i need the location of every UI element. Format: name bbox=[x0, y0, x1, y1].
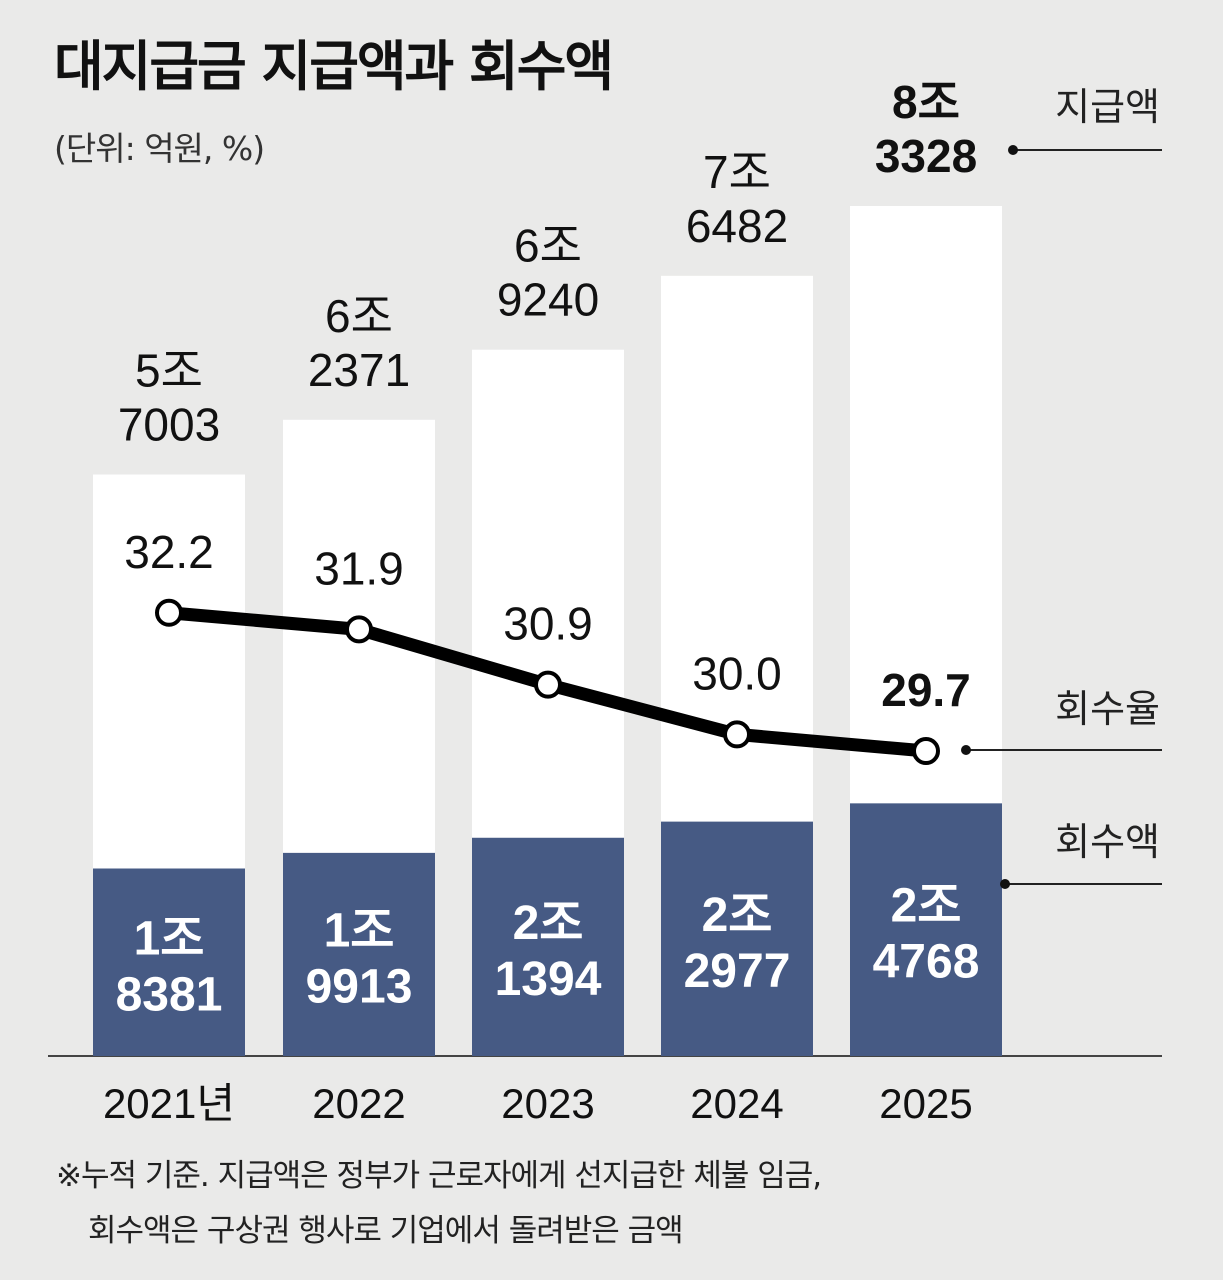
payment-data-label: 6482 bbox=[686, 200, 788, 252]
recovery-bar bbox=[93, 868, 245, 1056]
payment-data-label: 6조 bbox=[325, 290, 393, 342]
recovery-rate-data-label: 30.9 bbox=[503, 598, 593, 650]
legend-label: 회수율 bbox=[1055, 689, 1160, 731]
x-tick-label: 2025 bbox=[879, 1080, 972, 1127]
recovery-bar bbox=[850, 803, 1002, 1056]
payment-data-label: 6조 bbox=[514, 220, 582, 272]
recovery-rate-point bbox=[534, 670, 562, 699]
recovery-data-label: 4768 bbox=[873, 936, 980, 989]
legend-dot bbox=[961, 745, 971, 755]
recovery-data-label: 1조 bbox=[134, 912, 205, 965]
payment-data-label: 5조 bbox=[135, 345, 203, 397]
recovery-data-label: 2977 bbox=[684, 945, 791, 998]
recovery-data-label: 1394 bbox=[495, 953, 602, 1006]
recovery-rate-data-label: 32.2 bbox=[124, 526, 214, 578]
x-tick-label: 2021년 bbox=[103, 1080, 235, 1127]
x-tick-label: 2022 bbox=[312, 1080, 405, 1127]
recovery-rate-data-label: 29.7 bbox=[881, 664, 971, 716]
legend-label: 회수액 bbox=[1055, 822, 1160, 864]
recovery-bar bbox=[472, 837, 624, 1056]
recovery-rate-point bbox=[345, 615, 373, 644]
payment-data-label: 8조 bbox=[892, 76, 960, 128]
recovery-rate-point bbox=[155, 598, 183, 627]
unit-label: (단위: 억원, %) bbox=[54, 129, 265, 168]
x-tick-label: 2024 bbox=[690, 1080, 783, 1127]
recovery-data-label: 2조 bbox=[513, 897, 584, 950]
payment-data-label: 9240 bbox=[497, 274, 599, 326]
recovery-rate-point bbox=[912, 737, 940, 765]
legend-dot bbox=[1000, 879, 1010, 889]
footnote-line-1: ※누적 기준. 지급액은 정부가 근로자에게 선지급한 체불 임금, bbox=[56, 1158, 822, 1194]
legend-dot bbox=[1008, 145, 1018, 155]
footnote-line-2: 회수액은 구상권 행사로 기업에서 돌려받은 금액 bbox=[88, 1213, 684, 1249]
recovery-rate-point bbox=[723, 720, 751, 749]
recovery-data-label: 2조 bbox=[891, 880, 962, 933]
legend-label: 지급액 bbox=[1055, 87, 1160, 129]
payment-data-label: 7조 bbox=[703, 146, 771, 198]
recovery-data-label: 1조 bbox=[324, 904, 395, 957]
recovery-rate-data-label: 30.0 bbox=[692, 647, 782, 699]
payment-data-label: 7003 bbox=[118, 399, 220, 451]
x-tick-label: 2023 bbox=[501, 1080, 594, 1127]
recovery-data-label: 8381 bbox=[116, 968, 223, 1021]
recovery-data-label: 9913 bbox=[306, 960, 413, 1013]
payment-data-label: 3328 bbox=[875, 130, 977, 182]
recovery-bar bbox=[661, 821, 813, 1056]
recovery-data-label: 2조 bbox=[702, 889, 773, 942]
payment-data-label: 2371 bbox=[308, 344, 410, 396]
recovery-rate-data-label: 31.9 bbox=[314, 542, 404, 594]
recovery-bar bbox=[283, 852, 435, 1056]
chart-title: 대지급금 지급액과 회수액 bbox=[54, 35, 614, 98]
